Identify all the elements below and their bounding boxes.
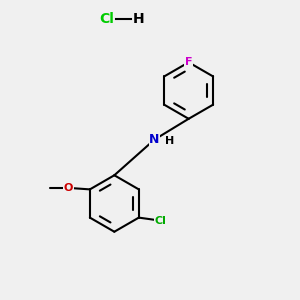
Text: F: F	[185, 57, 192, 67]
Text: N: N	[149, 133, 160, 146]
Text: Cl: Cl	[100, 12, 114, 26]
Text: H: H	[133, 12, 144, 26]
Text: H: H	[165, 136, 175, 146]
Text: O: O	[64, 183, 73, 193]
Text: Cl: Cl	[154, 216, 166, 226]
